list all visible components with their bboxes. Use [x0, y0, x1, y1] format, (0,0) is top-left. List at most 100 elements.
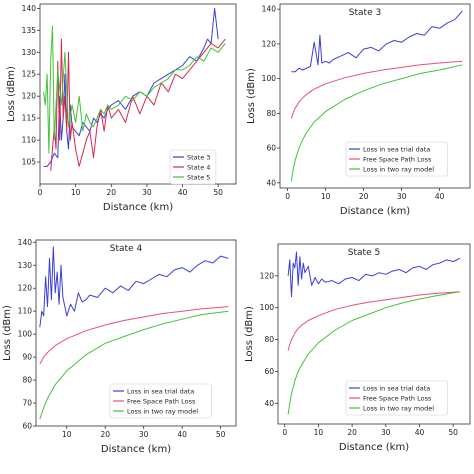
series-line-3	[39, 310, 229, 420]
legend-box	[345, 141, 448, 177]
x-tick-label: 20	[359, 192, 369, 201]
series-line-1	[43, 7, 219, 167]
x-tick-label: 10	[314, 428, 324, 437]
y-tick-label: 80	[266, 109, 276, 118]
legend: Loss in sea trial data Free Space Path Lo…	[345, 380, 448, 416]
legend-entry: Loss in sea trial data	[127, 387, 194, 395]
y-tick-label: 120	[22, 92, 37, 101]
x-tick-label: 40	[415, 428, 425, 437]
y-tick-label: 140	[18, 238, 33, 247]
series-line-2	[287, 291, 460, 351]
x-tick-label: 30	[397, 192, 407, 201]
legend-box	[345, 380, 448, 416]
legend-entry: Loss in sea trial data	[363, 145, 430, 153]
series-line-1	[287, 251, 461, 298]
x-tick-label: 30	[142, 188, 152, 197]
plot-frame	[277, 243, 471, 425]
y-tick-label: 40	[266, 178, 276, 187]
y-tick-label: 130	[18, 261, 33, 270]
panel-3: 10 20 30 40 50 60 70 80 90 100 110 120 130 140 Distanc…	[2, 238, 237, 455]
y-tick-label: 105	[22, 158, 37, 167]
x-axis-label: Distance (km)	[339, 442, 409, 453]
x-tick-label: 10	[62, 430, 72, 439]
x-tick-label: 50	[216, 430, 226, 439]
x-tick-label: 50	[448, 428, 458, 437]
legend: Loss in sea trial data Free Space Path Lo…	[109, 383, 212, 419]
y-axis-label: Loss (dBm)	[244, 306, 255, 362]
panel-4: 0 10 20 30 40 50 40 60 80 100 120 Distance (km) Loss…	[244, 243, 471, 453]
legend-box	[109, 383, 212, 419]
series-line-2	[290, 60, 463, 119]
legend-entry: Loss in sea trial data	[363, 384, 430, 392]
y-tick-label: 135	[22, 26, 37, 35]
plot-frame	[39, 3, 237, 185]
legend-entry: Free Space Path Loss	[363, 155, 432, 163]
y-tick-label: 40	[264, 399, 274, 408]
legend: State 3 State 4 State 5	[169, 149, 217, 185]
x-tick-label: 30	[139, 430, 149, 439]
y-tick-label: 120	[260, 271, 275, 280]
y-tick-label: 120	[262, 39, 277, 48]
y-tick-label: 60	[266, 144, 276, 153]
legend-entry: Free Space Path Loss	[363, 394, 432, 402]
y-axis-label: Loss (dBm)	[6, 66, 17, 122]
y-tick-label: 60	[264, 367, 274, 376]
panel-title: State 3	[349, 8, 381, 18]
series-line-3	[287, 291, 460, 415]
y-tick-label: 140	[22, 4, 37, 13]
legend: Loss in sea trial data Free Space Path Lo…	[345, 141, 448, 177]
panel-1: 0 10 20 30 40 50 105 110 115 120 125 130 135 140 Dista…	[6, 3, 237, 213]
y-tick-label: 100	[262, 74, 277, 83]
y-axis-label: Loss (dBm)	[246, 68, 257, 124]
panel-title: State 5	[348, 248, 380, 258]
y-tick-label: 130	[22, 48, 37, 57]
x-axis-label: Distance (km)	[103, 202, 173, 213]
x-tick-label: 40	[178, 188, 188, 197]
y-tick-label: 80	[22, 376, 32, 385]
x-tick-label: 20	[106, 188, 116, 197]
y-tick-label: 100	[18, 330, 33, 339]
y-tick-label: 110	[18, 307, 33, 316]
plot-frame	[35, 239, 237, 427]
y-tick-label: 120	[18, 284, 33, 293]
x-tick-label: 20	[100, 430, 110, 439]
legend-box	[169, 149, 217, 185]
x-tick-label: 50	[213, 188, 223, 197]
x-axis-label: Distance (km)	[340, 206, 410, 217]
series-line-3	[43, 25, 226, 154]
x-axis-label: Distance (km)	[101, 444, 171, 455]
y-tick-label: 90	[22, 353, 32, 362]
legend-entry: Loss in two ray model	[363, 404, 434, 412]
y-axis-label: Loss (dBm)	[2, 305, 13, 361]
series-line-2	[39, 306, 229, 365]
series-line-1	[291, 10, 463, 73]
legend-entry: State 4	[187, 163, 210, 171]
x-tick-label: 30	[381, 428, 391, 437]
y-tick-label: 110	[22, 136, 37, 145]
x-tick-label: 0	[38, 188, 43, 197]
x-tick-label: 40	[435, 192, 445, 201]
series-line-1	[39, 246, 229, 328]
x-tick-label: 10	[71, 188, 81, 197]
y-tick-label: 60	[22, 422, 32, 431]
x-tick-label: 40	[177, 430, 187, 439]
plot-frame	[279, 3, 471, 189]
series-line-3	[290, 64, 463, 182]
x-tick-label: 0	[285, 192, 290, 201]
legend-entry: State 3	[187, 153, 210, 161]
y-tick-label: 115	[22, 114, 37, 123]
legend-entry: State 5	[187, 173, 210, 181]
x-tick-label: 0	[282, 428, 287, 437]
panel-title: State 4	[110, 244, 143, 254]
x-tick-label: 20	[347, 428, 357, 437]
y-tick-label: 140	[262, 5, 277, 14]
y-tick-label: 70	[22, 399, 32, 408]
y-tick-label: 125	[22, 70, 37, 79]
legend-entry: Loss in two ray model	[127, 407, 198, 415]
legend-entry: Loss in two ray model	[363, 165, 434, 173]
x-tick-label: 10	[321, 192, 331, 201]
legend-entry: Free Space Path Loss	[127, 397, 196, 405]
y-tick-label: 100	[260, 303, 275, 312]
panel-2: 0 10 20 30 40 40 60 80 100 120 140 Distance (km) Los…	[246, 3, 471, 217]
